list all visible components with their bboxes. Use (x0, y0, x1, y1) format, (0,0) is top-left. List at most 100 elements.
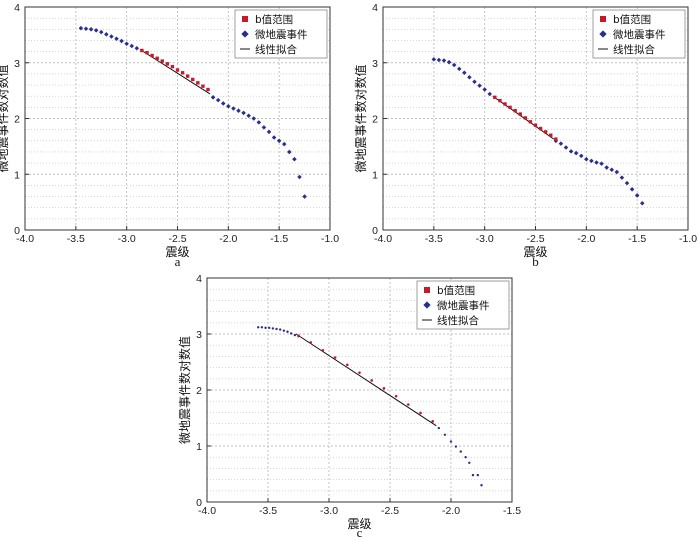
y-tick-label: 4 (196, 273, 202, 285)
event-point (261, 125, 267, 130)
y-tick-label: 4 (14, 2, 20, 14)
x-axis-title: 震级 (347, 517, 371, 531)
b-range-point (370, 379, 374, 382)
b-range-point (528, 120, 533, 124)
event-point (134, 45, 140, 51)
b-range-point (346, 363, 349, 367)
event-point (98, 29, 104, 35)
x-tick-label: -2.0 (577, 233, 595, 245)
event-point (482, 87, 487, 92)
b-range-point (150, 53, 154, 58)
x-tick-label: -3.5 (259, 505, 277, 517)
event-point (109, 34, 114, 39)
b-range-point (297, 334, 300, 337)
event-point (88, 27, 94, 32)
y-tick-label: 3 (196, 329, 202, 341)
event-point (114, 36, 119, 42)
b-range-point (206, 87, 210, 92)
y-axis-title: 微地震事件数对数值 (177, 336, 192, 444)
x-tick-label: -3.5 (425, 233, 443, 245)
x-tick-label: -4.0 (16, 233, 34, 245)
event-point (480, 484, 483, 487)
b-range-point (382, 387, 386, 390)
x-tick-label: -1.5 (503, 505, 521, 517)
b-range-point (419, 411, 422, 415)
event-point (471, 473, 475, 477)
x-tick-label: -3.5 (67, 233, 85, 245)
y-tick-label: 1 (196, 441, 202, 453)
legend-marker-diamond (423, 301, 431, 309)
b-range-point (155, 56, 159, 60)
event-point (467, 74, 472, 80)
b-range-point (321, 348, 325, 352)
event-point (260, 326, 264, 329)
b-range-point (543, 130, 548, 134)
y-axis-title: 微地震事件数对数值 (0, 64, 10, 172)
y-tick-label: 0 (14, 225, 20, 237)
event-point (241, 110, 246, 116)
event-point (289, 332, 293, 335)
y-tick-label: 0 (196, 497, 202, 509)
event-point (264, 326, 267, 330)
event-point (83, 26, 89, 32)
b-range-point (518, 112, 522, 116)
event-point (119, 38, 124, 44)
b-range-point (503, 102, 507, 106)
y-tick-label: 1 (372, 169, 378, 181)
b-range-point (538, 126, 543, 131)
legend-label: 线性拟合 (613, 43, 655, 56)
event-point (436, 57, 442, 63)
panel-label: c (357, 525, 363, 540)
event-point (293, 333, 297, 337)
b-range-point (170, 64, 175, 69)
x-tick-label: -1.5 (628, 233, 646, 245)
fit-line (492, 95, 555, 140)
legend-box (592, 9, 686, 59)
b-range-point (549, 133, 553, 137)
legend-label: b值范围 (613, 13, 651, 26)
y-tick-label: 2 (196, 385, 202, 397)
x-tick-label: -2.5 (168, 233, 186, 245)
legend-marker-square (242, 16, 248, 22)
event-point (451, 62, 457, 68)
y-tick-label: 3 (14, 58, 20, 70)
x-tick-label: -2.0 (219, 233, 237, 245)
b-range-point (554, 137, 558, 141)
b-range-point (180, 71, 185, 75)
event-point (78, 25, 84, 31)
event-point (437, 426, 440, 430)
legend-box (416, 280, 510, 330)
x-tick-label: -1.5 (270, 233, 288, 245)
y-tick-label: 2 (372, 114, 378, 126)
x-tick-label: -2.5 (526, 233, 544, 245)
y-axis-title: 微地震事件数对数值 (353, 64, 368, 172)
event-point (124, 41, 129, 47)
b-range-point (201, 84, 205, 88)
b-range-point (358, 371, 361, 374)
b-range-point (196, 81, 200, 85)
b-range-point (191, 77, 195, 82)
y-tick-label: 3 (372, 58, 378, 70)
x-tick-label: -2.0 (442, 505, 460, 517)
b-range-point (309, 341, 313, 344)
legend-label: 微地震事件 (437, 299, 490, 312)
event-point (271, 327, 275, 330)
b-range-point (431, 420, 435, 423)
event-point (210, 95, 216, 100)
legend-label: 微地震事件 (255, 28, 308, 41)
event-point (476, 473, 480, 477)
event-point (459, 450, 462, 453)
legend-label: b值范围 (437, 284, 475, 297)
b-range-point (140, 48, 144, 53)
b-range-point (493, 95, 497, 100)
x-tick-label: -3.0 (476, 233, 494, 245)
legend-label: 线性拟合 (437, 314, 479, 327)
legend-label: 线性拟合 (255, 43, 297, 56)
event-point (282, 329, 286, 332)
b-range-point (333, 356, 337, 359)
b-range-point (160, 59, 164, 63)
b-range-point (523, 116, 528, 120)
